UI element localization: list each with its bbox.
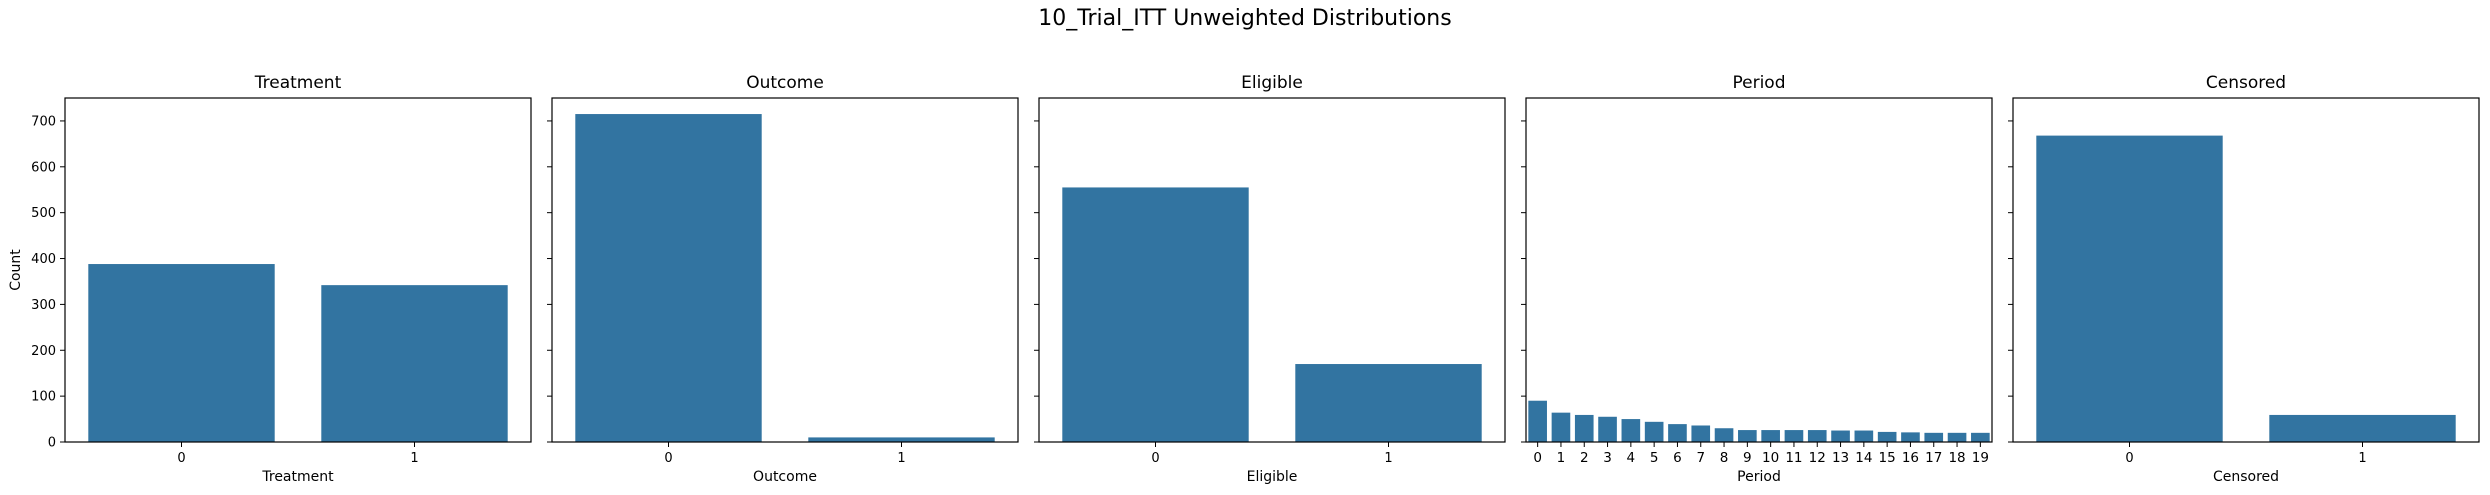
x-axis-label: Treatment (261, 469, 334, 485)
bar-10 (1761, 430, 1780, 442)
x-tick-label: 0 (664, 451, 672, 466)
x-tick-label: 17 (1925, 450, 1942, 466)
bar-1 (1295, 364, 1482, 442)
x-tick-label: 11 (1785, 450, 1802, 466)
x-tick-label: 0 (1151, 451, 1159, 466)
bar-0 (2036, 135, 2223, 443)
x-tick-label: 0 (2125, 451, 2133, 466)
bar-5 (1644, 421, 1664, 442)
bar-14 (1854, 430, 1874, 442)
axes-frame (551, 97, 1019, 443)
x-tick-label: 13 (1832, 450, 1849, 466)
x-tick-label: 8 (1720, 450, 1729, 466)
y-axis-label: Count (8, 249, 24, 291)
x-tick-label: 16 (1902, 450, 1919, 466)
bar-0 (1062, 187, 1249, 442)
x-tick-label: 10 (1762, 450, 1779, 466)
subplot-title: Eligible (1241, 73, 1303, 93)
x-tick-label: 15 (1879, 450, 1896, 466)
subplot-censored: Censored 0 1 Censored (2008, 73, 2480, 485)
subplot-eligible: Eligible 0 1 Eligible (1034, 73, 1506, 485)
subplot-title: Period (1732, 73, 1785, 93)
y-tick-label: 100 (31, 390, 56, 405)
bar-1 (321, 285, 508, 442)
x-tick-label: 12 (1809, 450, 1826, 466)
bar-11 (1784, 430, 1804, 442)
x-tick-label: 2 (1580, 450, 1589, 466)
subplot-outcome: Outcome 0 1 Outcome (547, 73, 1019, 485)
y-tick-label: 400 (31, 252, 56, 267)
axes-frame (64, 97, 532, 443)
bar-19 (1971, 432, 1990, 442)
axes-frame (1525, 97, 1993, 443)
bar-4 (1621, 419, 1641, 442)
y-tick-label: 600 (31, 160, 56, 175)
x-tick-label: 6 (1673, 450, 1682, 466)
x-tick-label: 5 (1650, 450, 1659, 466)
x-tick-label: 0 (177, 451, 185, 466)
y-tick-label: 700 (31, 114, 56, 129)
bar-8 (1714, 428, 1734, 442)
bar-9 (1738, 430, 1757, 442)
x-axis-label: Eligible (1247, 469, 1298, 485)
x-tick-label: 1 (897, 451, 905, 466)
bar-17 (1924, 432, 1944, 442)
x-tick-label: 14 (1855, 450, 1872, 466)
y-tick-label: 500 (31, 206, 56, 221)
bar-12 (1807, 430, 1827, 442)
x-tick-label: 0 (1533, 450, 1542, 466)
bar-7 (1691, 425, 1711, 442)
x-tick-label: 1 (2358, 451, 2366, 466)
figure-title: 10_Trial_ITT Unweighted Distributions (1038, 6, 1452, 31)
x-tick-label: 1 (410, 451, 418, 466)
subplot-title: Treatment (254, 73, 342, 93)
x-tick-label: 4 (1627, 450, 1636, 466)
subplot-treatment: Treatment 0 1 Treatment 0 100 200 300 400 500 600 7… (8, 73, 532, 485)
x-axis-label: Period (1737, 469, 1781, 485)
bar-1 (2269, 414, 2456, 442)
x-tick-label: 9 (1743, 450, 1752, 466)
bar-6 (1668, 424, 1687, 442)
x-axis-label: Censored (2213, 469, 2279, 485)
y-tick-label: 300 (31, 298, 56, 313)
subplot-title: Outcome (746, 73, 824, 93)
x-tick-label: 19 (1972, 450, 1989, 466)
x-tick-label: 18 (1948, 450, 1965, 466)
x-tick-label: 7 (1696, 450, 1705, 466)
bar-3 (1598, 416, 1617, 442)
bar-1 (1551, 412, 1571, 442)
bar-0 (88, 264, 275, 442)
y-tick-label: 0 (48, 436, 56, 451)
bar-15 (1877, 431, 1897, 442)
bar-2 (1574, 414, 1594, 442)
axes-frame (2012, 97, 2480, 443)
bar-1 (808, 437, 995, 442)
subplot-title: Censored (2206, 73, 2286, 93)
x-tick-label: 3 (1603, 450, 1612, 466)
axes-frame (1038, 97, 1506, 443)
y-tick-label: 200 (31, 344, 56, 359)
bar-13 (1831, 430, 1850, 442)
bar-18 (1947, 432, 1967, 442)
x-tick-label: 1 (1384, 451, 1392, 466)
bar-0 (1528, 400, 1547, 442)
bar-0 (575, 114, 762, 443)
x-axis-label: Outcome (753, 469, 817, 485)
x-tick-label: 1 (1557, 450, 1566, 466)
bar-16 (1901, 432, 1920, 442)
